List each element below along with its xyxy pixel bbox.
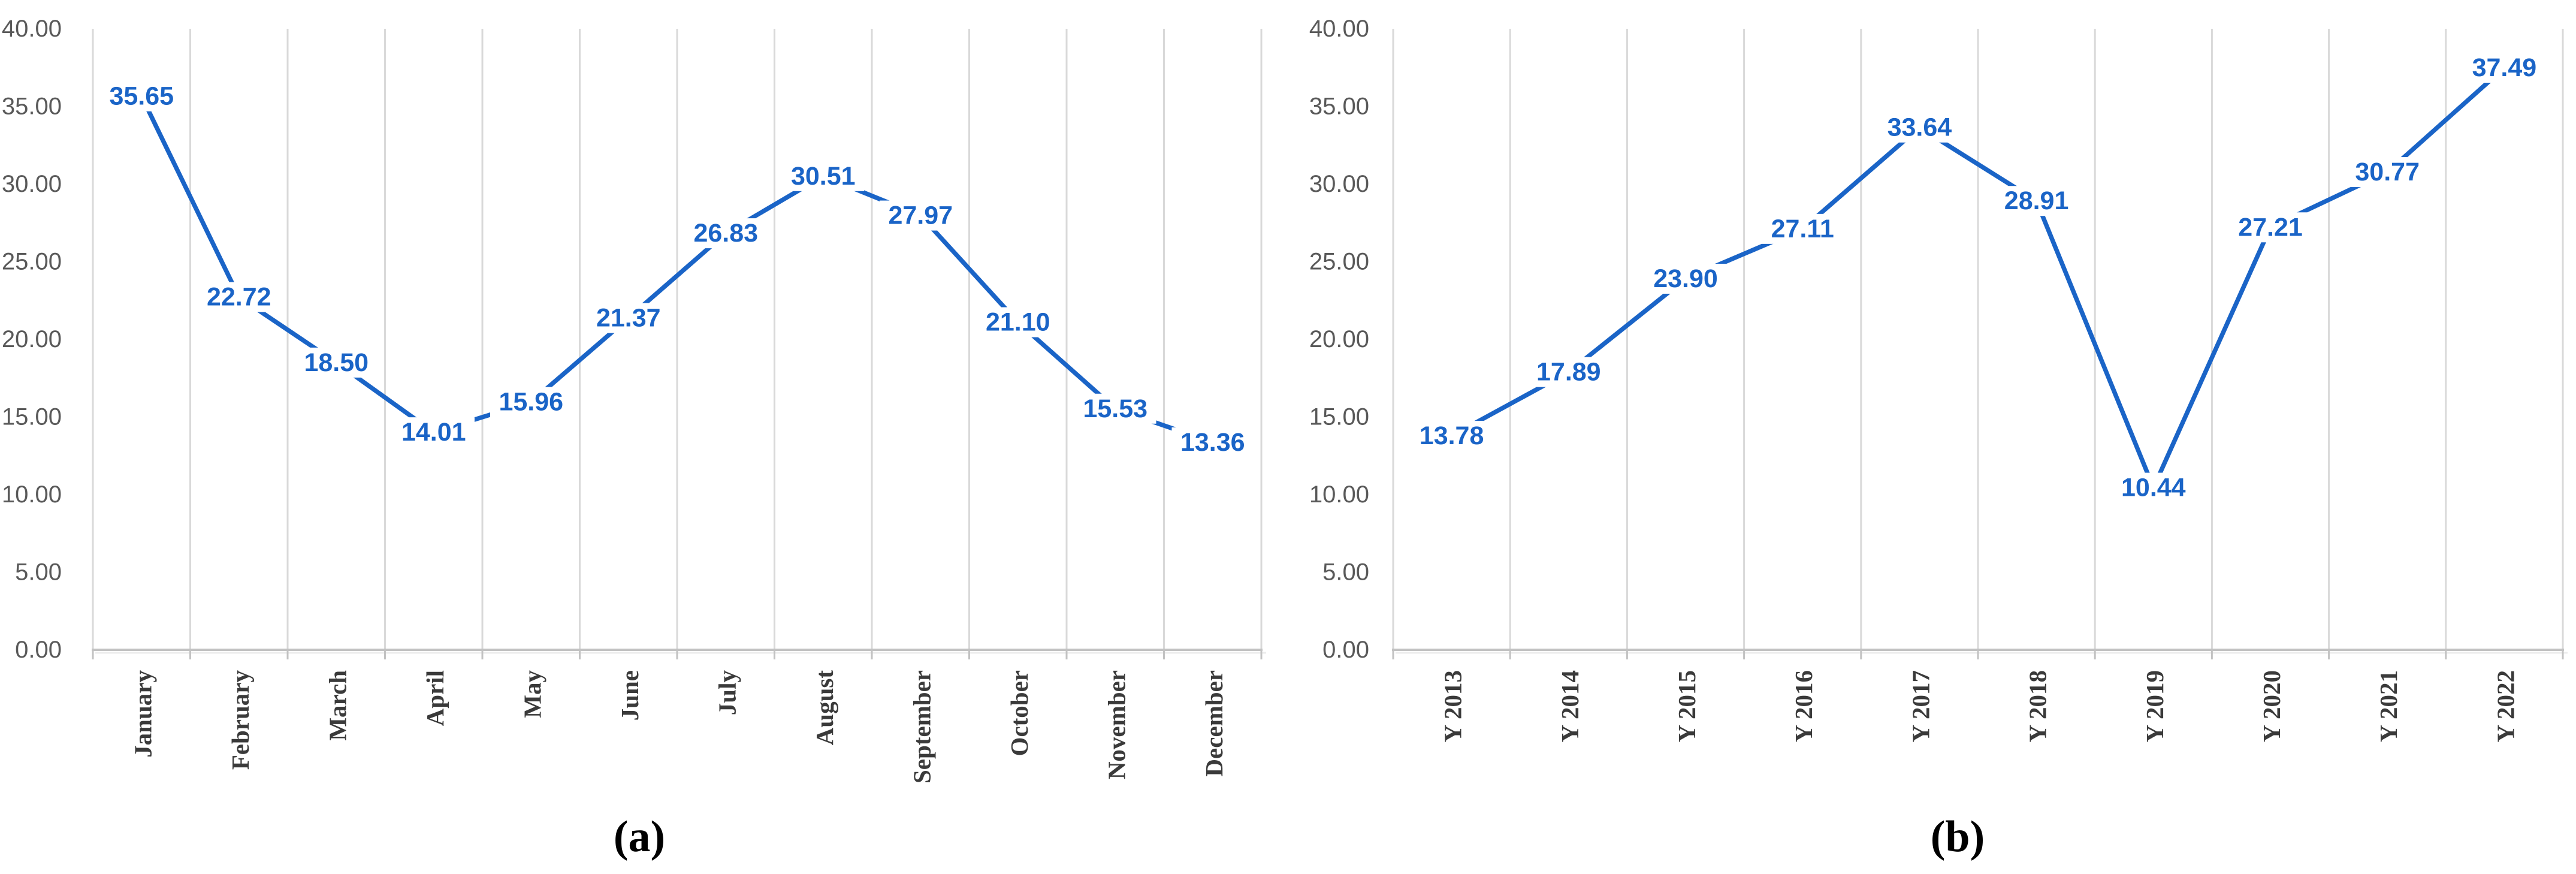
y-tick-label: 0.00 (15, 637, 62, 663)
y-tick-label: 15.00 (2, 404, 62, 430)
data-label-background (101, 81, 183, 111)
data-label-background (1171, 427, 1254, 457)
data-label-background (977, 307, 1059, 337)
y-tick-label: 20.00 (1309, 326, 1369, 352)
data-label: 33.64 (1888, 113, 1952, 142)
data-label-background (1761, 213, 1844, 244)
data-label: 26.83 (693, 219, 758, 248)
data-label: 13.78 (1420, 421, 1484, 450)
caption-b: (b) (1931, 812, 1985, 861)
data-label: 30.77 (2355, 158, 2420, 186)
data-label-background (1644, 263, 1727, 294)
x-tick-label: Y 2022 (2492, 670, 2519, 742)
x-tick-label: Y 2014 (1556, 670, 1584, 742)
data-label-background (1411, 421, 1493, 451)
y-tick-label: 35.00 (1309, 94, 1369, 120)
data-label-background (880, 200, 962, 231)
data-label: 17.89 (1536, 358, 1601, 387)
data-label-background (2229, 212, 2312, 243)
x-tick-label: November (1103, 670, 1130, 779)
caption-a: (a) (614, 812, 665, 861)
x-tick-label: October (1005, 670, 1033, 756)
data-label: 27.11 (1771, 215, 1834, 243)
x-tick-label: March (324, 670, 351, 741)
data-label-background (490, 387, 572, 417)
y-tick-label: 0.00 (1322, 637, 1369, 663)
data-label: 21.37 (596, 304, 661, 333)
data-label-background (1995, 186, 2077, 216)
data-label: 14.01 (401, 418, 466, 447)
data-label-background (1527, 357, 1610, 387)
y-tick-label: 35.00 (2, 94, 62, 120)
x-tick-label: Y 2017 (1907, 670, 1934, 742)
data-label-background (685, 218, 767, 249)
data-label: 15.96 (499, 388, 563, 417)
data-label: 18.50 (304, 348, 369, 377)
y-tick-label: 25.00 (2, 249, 62, 275)
data-label: 35.65 (109, 82, 174, 111)
y-tick-label: 20.00 (2, 326, 62, 352)
data-label: 37.49 (2472, 53, 2537, 82)
x-tick-label: Y 2015 (1673, 670, 1701, 742)
data-label: 28.91 (2004, 186, 2069, 215)
y-tick-label: 10.00 (1309, 481, 1369, 508)
data-label-background (2346, 157, 2429, 188)
x-tick-label: Y 2019 (2141, 670, 2169, 742)
x-tick-label: September (908, 670, 935, 783)
data-label: 30.51 (791, 162, 856, 191)
data-label: 21.10 (986, 308, 1050, 337)
data-label: 27.21 (2238, 213, 2303, 242)
x-tick-label: December (1200, 670, 1228, 777)
x-tick-label: July (713, 670, 741, 716)
y-tick-label: 5.00 (1322, 559, 1369, 586)
data-label: 13.36 (1180, 428, 1245, 457)
data-label: 10.44 (2121, 474, 2186, 502)
data-label-background (1074, 393, 1156, 424)
data-label: 15.53 (1083, 394, 1147, 423)
data-label-background (1879, 112, 1961, 143)
chart-b-yearly-line-chart: 0.00 5.00 10.00 15.00 20.00 25.00 30.00 35.00 40… (1309, 16, 2568, 742)
data-label-background (2463, 53, 2545, 83)
x-tick-label: Y 2016 (1790, 670, 1817, 742)
x-tick-label: June (616, 670, 644, 721)
y-tick-label: 25.00 (1309, 249, 1369, 275)
chart-a-monthly-line-chart: 0.00 5.00 10.00 15.00 20.00 25.00 30.00 35.00 40… (2, 16, 1266, 783)
x-tick-label: Y 2020 (2258, 670, 2285, 742)
y-tick-label: 30.00 (1309, 171, 1369, 197)
data-label-background (2112, 472, 2195, 503)
x-tick-label: February (227, 670, 254, 770)
y-tick-label: 10.00 (2, 481, 62, 508)
y-tick-label: 30.00 (2, 171, 62, 197)
y-tick-label: 5.00 (15, 559, 62, 586)
y-tick-label: 15.00 (1309, 404, 1369, 430)
data-label: 27.97 (888, 201, 953, 230)
x-tick-label: January (129, 670, 156, 758)
x-tick-label: April (421, 670, 449, 726)
x-tick-label: August (811, 670, 838, 746)
data-label-background (587, 303, 669, 333)
data-label: 23.90 (1653, 264, 1718, 293)
x-tick-label: Y 2018 (2024, 670, 2052, 742)
data-label-background (392, 417, 475, 448)
data-label-background (198, 282, 280, 312)
y-tick-label: 40.00 (1309, 16, 1369, 42)
x-tick-label: Y 2021 (2375, 670, 2402, 742)
data-label-background (295, 347, 378, 378)
data-label-background (782, 161, 864, 191)
x-tick-label: Y 2013 (1439, 670, 1467, 742)
y-tick-label: 40.00 (2, 16, 62, 42)
data-label: 22.72 (207, 283, 271, 312)
x-tick-label: May (518, 670, 546, 718)
series-line (1449, 65, 2507, 490)
